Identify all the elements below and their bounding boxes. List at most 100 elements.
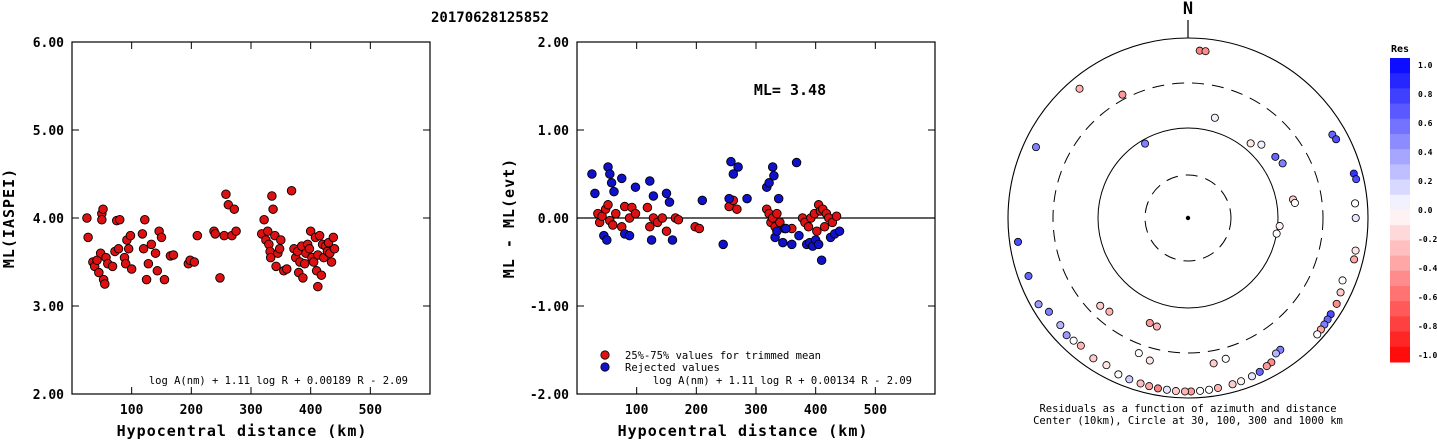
- colorbar-title: Res: [1391, 44, 1409, 55]
- data-point: [305, 226, 316, 236]
- residual-station-point: [1105, 307, 1114, 316]
- data-point: [276, 235, 286, 245]
- north-label: N: [1183, 0, 1193, 19]
- data-point: [298, 273, 308, 283]
- data-point: [694, 223, 705, 234]
- legend-marker-trimmed: [600, 350, 610, 360]
- data-point: [803, 222, 814, 232]
- residual-station-point: [1255, 367, 1264, 376]
- data-point: [769, 171, 779, 181]
- data-point: [732, 204, 742, 214]
- ring-30km: [1144, 174, 1232, 262]
- colorbar-cell: [1390, 179, 1410, 196]
- colorbar: Res 1.0 0.8 0.6 0.4 0.2 0.0 -0.2 -0.4 -0.6 -0.8 -1…: [1390, 44, 1437, 363]
- data-point: [141, 274, 152, 285]
- y-tick-label: 5.00: [33, 124, 64, 139]
- data-point: [192, 230, 203, 241]
- data-point: [98, 204, 108, 214]
- residual-station-point: [1332, 299, 1341, 308]
- colorbar-cell: [1390, 134, 1410, 150]
- data-point: [819, 222, 830, 232]
- ml-formula: log A(nm) + 1.11 log R + 0.00189 R - 2.0…: [149, 375, 408, 387]
- colorbar-tick-label: 0.0: [1418, 206, 1433, 215]
- data-point: [123, 244, 134, 254]
- data-point: [221, 189, 231, 199]
- x-tick-label: 200: [180, 403, 204, 418]
- colorbar-tick-label: 0.4: [1418, 148, 1433, 157]
- data-point: [259, 215, 269, 225]
- ring-300km: [1052, 82, 1324, 354]
- data-point: [816, 255, 827, 265]
- residual-station-point: [1180, 387, 1189, 396]
- data-point: [791, 157, 802, 168]
- data-point: [189, 257, 200, 267]
- residual-station-point: [1069, 336, 1078, 345]
- residual-station-point: [1056, 321, 1065, 330]
- residual-station-point: [1336, 288, 1345, 297]
- data-point: [107, 261, 118, 272]
- data-point: [231, 226, 241, 236]
- data-point: [773, 193, 784, 204]
- residual-station-point: [1290, 198, 1299, 207]
- residual-station-point: [1145, 382, 1154, 391]
- colorbar-tick-label: -0.8: [1418, 322, 1437, 331]
- residual-station-point: [1205, 385, 1214, 394]
- residual-station-point: [1278, 159, 1287, 168]
- data-point: [603, 200, 613, 210]
- y-tick-label: 4.00: [33, 212, 64, 227]
- residual-station-point: [1228, 380, 1237, 389]
- colorbar-cell: [1390, 164, 1410, 181]
- data-point: [724, 193, 734, 204]
- residual-station-point: [1351, 213, 1360, 222]
- data-point: [661, 188, 672, 199]
- data-point: [282, 264, 292, 274]
- data-point: [775, 217, 785, 228]
- residual-station-point: [1125, 375, 1134, 384]
- data-point: [143, 259, 154, 269]
- residual-station-point: [1062, 331, 1071, 340]
- colorbar-tick-label: -0.6: [1418, 293, 1437, 302]
- data-point: [611, 208, 621, 219]
- data-point: [138, 244, 149, 254]
- residual-station-point: [1272, 229, 1281, 238]
- data-point: [150, 248, 161, 258]
- data-point: [267, 191, 277, 201]
- colorbar-cell: [1390, 58, 1410, 74]
- residual-station-point: [1221, 354, 1230, 363]
- data-point: [120, 259, 131, 269]
- colorbar-cell: [1390, 316, 1410, 333]
- data-point: [718, 239, 728, 250]
- residual-station-point: [1210, 113, 1219, 122]
- data-point: [326, 257, 337, 267]
- data-point: [772, 226, 782, 236]
- residual-station-point: [1089, 354, 1098, 363]
- x-tick-label: 200: [685, 403, 709, 418]
- residual-station-point: [1096, 301, 1105, 310]
- data-point: [646, 235, 657, 245]
- data-point: [140, 215, 150, 225]
- colorbar-tick-label: 0.8: [1418, 90, 1433, 99]
- residual-station-point: [1350, 255, 1359, 264]
- residual-xlabel: Hypocentral distance (km): [618, 422, 869, 440]
- residual-station-point: [1171, 387, 1180, 396]
- data-point: [313, 281, 323, 292]
- chart-title: 20170628125852: [431, 10, 549, 26]
- data-point: [304, 244, 315, 254]
- data-point: [152, 266, 163, 276]
- residual-station-point: [1044, 307, 1053, 316]
- data-point: [146, 239, 157, 250]
- data-point: [630, 182, 641, 192]
- data-point: [316, 270, 327, 280]
- y-tick-label: -1.00: [530, 300, 569, 315]
- colorbar-cell: [1390, 73, 1410, 89]
- data-point: [733, 162, 743, 172]
- data-point: [602, 235, 612, 245]
- colorbar-cell: [1390, 346, 1410, 363]
- ml-plot-frame: [71, 41, 431, 395]
- residual-station-point: [1114, 370, 1123, 379]
- ml-xlabel: Hypocentral distance (km): [117, 422, 368, 440]
- residual-station-point: [1196, 386, 1205, 395]
- data-point: [664, 197, 675, 207]
- data-point: [648, 191, 659, 201]
- residual-station-point: [1141, 139, 1150, 148]
